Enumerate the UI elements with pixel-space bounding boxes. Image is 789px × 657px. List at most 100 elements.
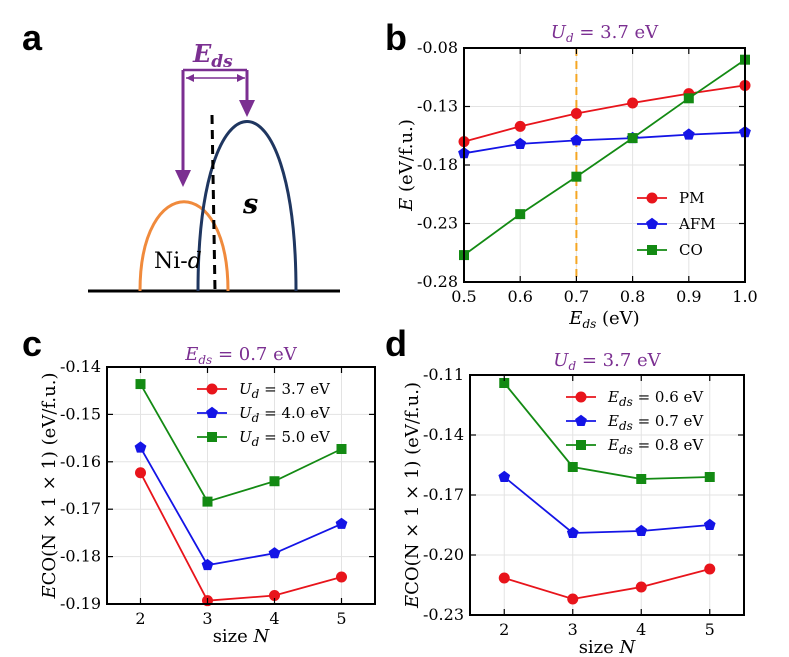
legend-marker-2 [647, 245, 657, 255]
legend-marker-1 [575, 414, 587, 426]
point-1-2 [635, 524, 648, 536]
series-line-0 [504, 568, 711, 600]
ytick-label-0: -0.19 [60, 594, 101, 613]
point-2-1 [202, 496, 213, 507]
xtick-label-1: 0.6 [507, 287, 532, 306]
legend-label-1: AFM [678, 215, 716, 233]
s-label: s [242, 189, 258, 220]
xtick-label-2: 4 [636, 620, 646, 639]
ni-d-label: Ni-d [154, 249, 202, 274]
ytick-label-3: -0.13 [417, 97, 458, 116]
chart-c-eco-vs-size-ud: 2 3 4 5 -0.19 -0.18 -0.17 -0.16 -0.15 -0.14 Eds = … [39, 344, 376, 647]
ytick-label-0: -0.23 [423, 605, 464, 624]
xtick-label-0: 0.5 [451, 287, 476, 306]
panel-label-a: a [22, 17, 43, 58]
ytick-label-3: -0.14 [423, 425, 464, 444]
point-0-2 [570, 108, 582, 120]
chart-b-energy-vs-eds: 0.5 0.6 0.7 0.8 0.9 1.0 -0.28 -0.23 -0.18 -0.13 -0… [396, 22, 758, 331]
legend-label-2: Eds = 0.8 eV [607, 436, 704, 457]
y-axis-label: ECO(N × 1 × 1) (eV/f.u.) [39, 373, 60, 600]
y-axis-label: E (eV/f.u.) [396, 119, 417, 212]
point-2-1 [567, 462, 578, 472]
point-1-3 [335, 517, 348, 529]
legend-marker-1 [206, 406, 218, 418]
plot-frame [106, 366, 376, 605]
point-0-3 [704, 563, 716, 575]
s-band-curve [196, 120, 298, 292]
ytick-label-2: -0.17 [423, 485, 464, 504]
eds-double-arrow-left-head [186, 74, 194, 82]
legend-label-0: Ud = 3.7 eV [239, 380, 331, 401]
fermi-dashed-line [210, 114, 217, 292]
panel-label-b: b [385, 17, 407, 58]
point-1-4 [682, 128, 695, 140]
point-1-1 [566, 526, 579, 538]
legend-marker-2 [207, 432, 217, 442]
point-2-2 [636, 474, 647, 484]
left-arrow-head [175, 170, 191, 187]
panel-label-d: d [385, 323, 407, 364]
point-2-3 [704, 472, 715, 482]
legend: PM AFM CO [637, 189, 716, 259]
series-line-0 [139, 472, 342, 602]
series-line-2 [463, 58, 746, 256]
ytick-label-3: -0.16 [60, 452, 101, 471]
eds-double-arrow-right-head [237, 74, 245, 82]
panel-label-c: c [22, 323, 42, 364]
point-0-2 [635, 581, 647, 593]
point-0-3 [627, 97, 639, 109]
point-1-2 [268, 547, 281, 559]
right-arrow-head [239, 100, 255, 117]
legend-marker-0 [646, 192, 658, 204]
point-2-3 [627, 133, 638, 144]
point-1-1 [201, 558, 214, 571]
band-schematic: Eds Ni-d s [88, 39, 340, 293]
legend-label-1: Eds = 0.7 eV [607, 412, 704, 433]
point-1-1 [514, 137, 527, 149]
eds-label: Eds [192, 39, 233, 72]
x-axis-label: size N [213, 626, 271, 647]
point-2-1 [515, 209, 526, 220]
chart-d-eco-vs-size-eds: 2 3 4 5 -0.23 -0.20 -0.17 -0.14 -0.11 Ud = 3.7 eV… [402, 350, 745, 657]
series-line-2 [139, 383, 342, 503]
legend-label-2: Ud = 5.0 eV [239, 428, 331, 449]
ytick-label-1: -0.18 [60, 547, 101, 566]
ytick-label-4: -0.11 [423, 365, 464, 384]
ytick-label-4: -0.08 [417, 38, 458, 57]
x-axis-label: Eds (eV) [568, 308, 639, 331]
xtick-label-3: 5 [705, 620, 715, 639]
point-1-3 [703, 518, 716, 530]
point-0-0 [135, 467, 146, 479]
xtick-label-5: 1.0 [732, 287, 757, 306]
point-1-0 [498, 470, 511, 482]
legend-label-1: Ud = 4.0 eV [239, 404, 331, 425]
point-2-2 [269, 476, 280, 487]
y-axis-label: ECO(N × 1 × 1) (eV/f.u.) [402, 382, 423, 609]
series-line-2 [503, 382, 710, 480]
point-0-1 [567, 593, 579, 605]
legend-label-0: Eds = 0.6 eV [607, 388, 704, 409]
ytick-label-4: -0.15 [60, 404, 101, 423]
series-line-1 [139, 447, 342, 567]
xtick-label-3: 0.8 [620, 287, 645, 306]
xtick-label-2: 0.7 [564, 287, 589, 306]
xtick-label-4: 0.9 [676, 287, 701, 306]
point-2-3 [336, 444, 347, 455]
chart-title: Ud = 3.7 eV [551, 22, 659, 45]
legend: Eds = 0.6 eV Eds = 0.7 eV Eds = 0.8 eV [566, 388, 704, 457]
point-2-2 [571, 171, 582, 182]
xtick-label-0: 2 [499, 620, 509, 639]
xtick-label-0: 2 [135, 609, 145, 628]
xtick-label-1: 3 [568, 620, 578, 639]
point-2-0 [135, 379, 146, 390]
point-1-0 [134, 441, 147, 453]
legend: Ud = 3.7 eV Ud = 4.0 eV Ud = 5.0 eV [197, 380, 331, 449]
ytick-label-0: -0.28 [417, 272, 458, 291]
point-2-4 [683, 93, 694, 104]
xtick-label-1: 3 [202, 609, 212, 628]
ytick-label-1: -0.23 [417, 214, 458, 233]
ytick-label-2: -0.18 [417, 155, 458, 174]
ytick-label-1: -0.20 [423, 545, 464, 564]
series-line-1 [463, 131, 746, 155]
